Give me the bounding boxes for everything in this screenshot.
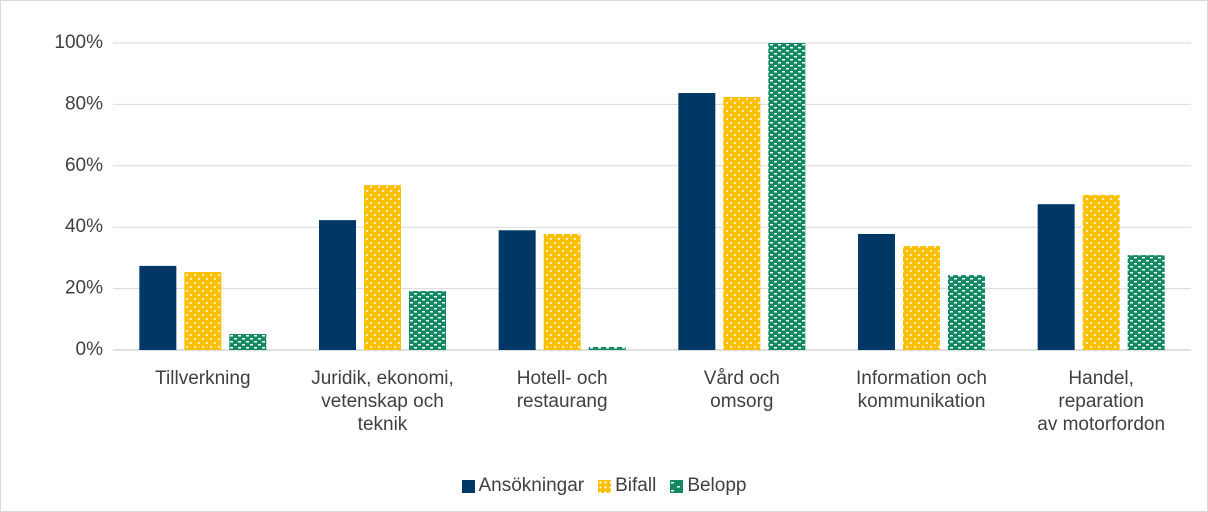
bar [319, 220, 356, 350]
legend-swatch [670, 479, 684, 493]
legend-label: Bifall [615, 475, 657, 496]
bar [1127, 255, 1165, 350]
bar [858, 233, 895, 350]
bar [139, 265, 177, 350]
y-tick-label: 20% [65, 278, 103, 299]
x-tick-label: Tillverkning [155, 368, 251, 389]
x-tick-label: Handel, reparation av motorfordon [1037, 368, 1166, 435]
bar [364, 185, 401, 350]
bar [543, 233, 581, 350]
bar [498, 230, 536, 350]
bar [229, 334, 267, 350]
legend-label: Ansökningar [478, 475, 585, 496]
bar [1037, 204, 1075, 350]
x-tick-label: Vård och omsorg [703, 368, 780, 412]
legend: Ansökningar Bifall Belopp [1, 475, 1207, 497]
bar [184, 272, 222, 350]
bar [1082, 194, 1120, 350]
x-tick-label: Juridik, ekonomi, vetenskap och teknik [311, 368, 454, 435]
x-tick-label: Information och kommunikation [856, 368, 987, 412]
bar [588, 346, 626, 350]
legend-label: Belopp [687, 475, 747, 496]
y-tick-label: 80% [65, 93, 103, 114]
y-tick-label: 40% [65, 216, 103, 237]
y-tick-label: 60% [65, 155, 103, 176]
legend-item: Ansökningar [461, 475, 585, 497]
legend-swatch [598, 479, 612, 493]
bar [768, 43, 806, 350]
y-tick-label: 100% [54, 32, 103, 53]
bar [409, 291, 446, 350]
y-tick-label: 0% [76, 339, 104, 360]
bar [948, 275, 985, 350]
bar [678, 93, 716, 350]
bar [903, 245, 940, 350]
bar [723, 97, 761, 350]
legend-item: Belopp [670, 475, 746, 497]
legend-swatch [461, 479, 475, 493]
legend-item: Bifall [598, 475, 656, 497]
x-tick-label: Hotell- och restaurang [516, 368, 608, 412]
